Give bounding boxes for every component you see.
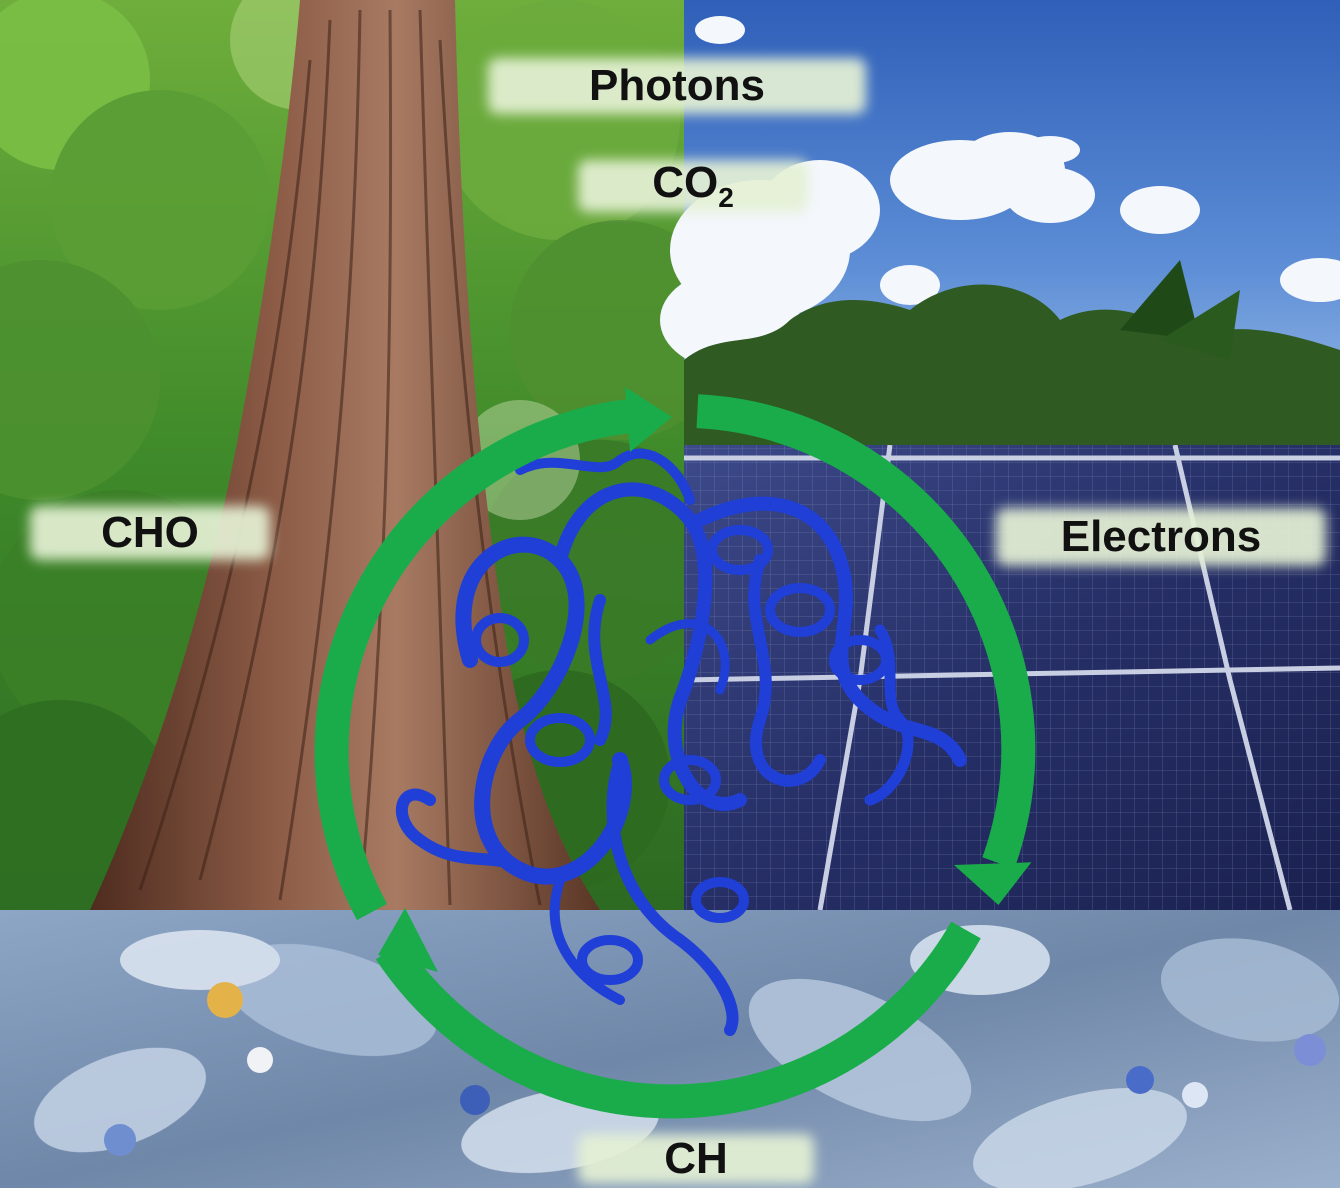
ch-label: CH	[578, 1134, 814, 1184]
cycle-arrowhead	[378, 908, 438, 972]
cycle-arrow-segment	[696, 394, 1036, 869]
cycle-arrow-segment	[314, 399, 633, 921]
plastic-bottles	[34, 925, 1340, 1188]
co2-subscript: 2	[718, 182, 734, 213]
forest-photo	[0, 0, 684, 910]
cycle-arrowhead	[625, 387, 672, 452]
photons-text: Photons	[589, 61, 765, 110]
tree-trunk	[90, 0, 600, 910]
cho-text: CHO	[101, 508, 199, 557]
co2-label: CO2	[578, 158, 808, 214]
ch-text: CH	[664, 1134, 728, 1183]
protein-structure-icon	[396, 448, 967, 1036]
bottle-caps	[104, 982, 1326, 1156]
electrons-text: Electrons	[1060, 512, 1262, 561]
cycle-arrow-icon	[314, 387, 1036, 1119]
cycle-arrowhead	[954, 862, 1032, 905]
cho-label: CHO	[30, 506, 270, 560]
co2-main: CO	[652, 158, 719, 207]
photons-label: Photons	[488, 58, 866, 114]
co2-text: CO2	[652, 158, 734, 214]
electrons-label: Electrons	[996, 508, 1326, 566]
clouds	[660, 16, 1340, 370]
treeline	[684, 260, 1340, 445]
cycle-arrow-segment	[375, 921, 981, 1119]
